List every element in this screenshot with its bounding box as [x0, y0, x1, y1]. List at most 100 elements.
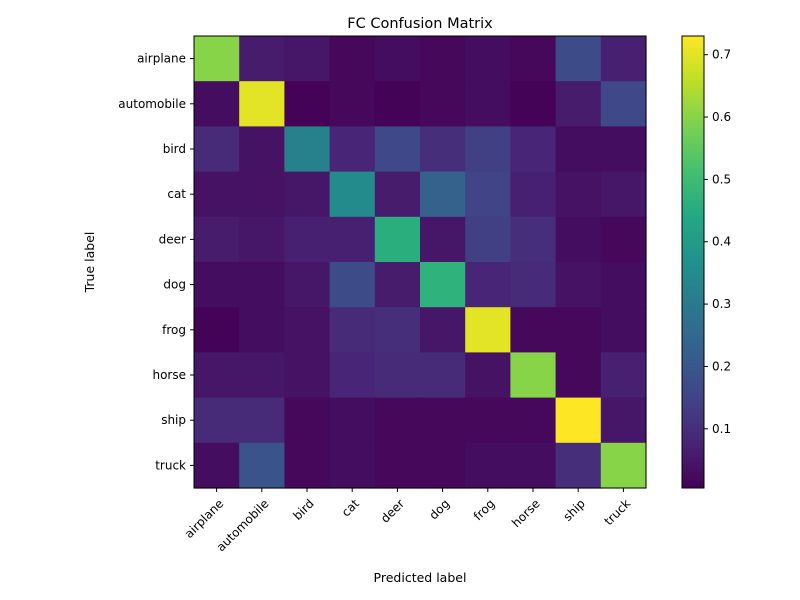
colorbar-tick-label: 0.7	[712, 48, 731, 62]
y-tick-label: horse	[152, 368, 186, 382]
x-axis-label: Predicted label	[374, 570, 467, 585]
heatmap-cell-truck-bird	[284, 442, 331, 489]
heatmap-cell-automobile-horse	[510, 81, 557, 127]
heatmap-cell-frog-dog	[420, 307, 466, 353]
x-tick-label: cat	[339, 496, 362, 519]
heatmap-cell-dog-deer	[374, 262, 421, 308]
x-tick-label: truck	[601, 496, 633, 528]
heatmap-cell-cat-cat	[329, 171, 376, 218]
heatmap-cell-bird-cat	[329, 126, 376, 173]
heatmap-cell-airplane-frog	[465, 36, 511, 82]
heatmap-cell-airplane-horse	[510, 36, 557, 82]
heatmap-cell-deer-airplane	[194, 216, 240, 263]
heatmap-cell-automobile-airplane	[194, 81, 240, 127]
y-tick-label: bird	[163, 142, 186, 156]
heatmap-cell-truck-frog	[465, 442, 511, 489]
heatmap-cell-ship-automobile	[239, 397, 285, 444]
y-tick-label: dog	[163, 278, 186, 292]
heatmap-cell-deer-horse	[510, 216, 557, 263]
heatmap-cell-ship-ship	[555, 397, 602, 444]
heatmap-cell-truck-airplane	[194, 442, 240, 489]
heatmap-cell-truck-horse	[510, 442, 557, 489]
heatmap-cell-automobile-frog	[465, 81, 511, 127]
heatmap-cell-airplane-truck	[600, 36, 647, 82]
heatmap-cells	[194, 36, 647, 489]
heatmap-cell-automobile-truck	[600, 81, 647, 127]
heatmap-cell-deer-truck	[600, 216, 647, 263]
heatmap-cell-automobile-cat	[329, 81, 376, 127]
heatmap-cell-dog-ship	[555, 262, 602, 308]
heatmap-cell-airplane-deer	[374, 36, 421, 82]
colorbar-ticks: 0.1 0.2 0.3 0.4 0.5 0.6 0.7	[704, 48, 731, 436]
heatmap-cell-dog-automobile	[239, 262, 285, 308]
heatmap-cell-ship-deer	[374, 397, 421, 444]
heatmap-cell-automobile-ship	[555, 81, 602, 127]
heatmap-cell-frog-frog	[465, 307, 511, 353]
x-tick-label: airplane	[182, 496, 226, 540]
colorbar-tick-label: 0.2	[712, 359, 731, 373]
colorbar	[681, 35, 705, 489]
heatmap-cell-airplane-ship	[555, 36, 602, 82]
heatmap-cell-horse-cat	[329, 352, 376, 399]
colorbar-tick-label: 0.3	[712, 297, 731, 311]
heatmap-cell-cat-dog	[420, 171, 466, 218]
plot-frame	[193, 35, 647, 489]
heatmap-cell-deer-ship	[555, 216, 602, 263]
heatmap-cell-truck-dog	[420, 442, 466, 489]
heatmap-cell-horse-dog	[420, 352, 466, 399]
heatmap-cell-frog-deer	[374, 307, 421, 353]
heatmap-cell-bird-bird	[284, 126, 331, 173]
x-tick-label: frog	[471, 496, 498, 523]
colorbar-tick-label: 0.6	[712, 110, 731, 124]
heatmap-cell-bird-airplane	[194, 126, 240, 173]
x-tick-label: ship	[561, 496, 588, 523]
x-tick-label: bird	[290, 496, 316, 522]
heatmap-cell-frog-cat	[329, 307, 376, 353]
x-tick-label: deer	[378, 496, 407, 525]
heatmap-cell-cat-truck	[600, 171, 647, 218]
heatmap-cell-automobile-dog	[420, 81, 466, 127]
heatmap-cell-ship-dog	[420, 397, 466, 444]
heatmap-cell-bird-automobile	[239, 126, 285, 173]
heatmap-cell-ship-horse	[510, 397, 557, 444]
heatmap-cell-bird-dog	[420, 126, 466, 173]
heatmap-cell-truck-deer	[374, 442, 421, 489]
heatmap-cell-dog-dog	[420, 262, 466, 308]
heatmap-cell-frog-automobile	[239, 307, 285, 353]
heatmap-cell-deer-bird	[284, 216, 331, 263]
heatmap-cell-frog-truck	[600, 307, 647, 353]
heatmap-cell-truck-truck	[600, 442, 647, 489]
colorbar-tick-label: 0.4	[712, 235, 731, 249]
heatmap-cell-ship-airplane	[194, 397, 240, 444]
heatmap-cell-dog-truck	[600, 262, 647, 308]
heatmap-cell-dog-bird	[284, 262, 331, 308]
heatmap-cell-airplane-dog	[420, 36, 466, 82]
heatmap-cell-ship-bird	[284, 397, 331, 444]
colorbar-tick-label: 0.5	[712, 172, 731, 186]
heatmap-cell-automobile-deer	[374, 81, 421, 127]
heatmap-cell-bird-horse	[510, 126, 557, 173]
heatmap-cell-horse-bird	[284, 352, 331, 399]
y-tick-label: deer	[159, 232, 186, 246]
heatmap-cell-cat-frog	[465, 171, 511, 218]
heatmap-cell-airplane-bird	[284, 36, 331, 82]
heatmap-cell-ship-cat	[329, 397, 376, 444]
heatmap-cell-horse-frog	[465, 352, 511, 399]
heatmap-cell-frog-bird	[284, 307, 331, 353]
heatmap-cell-ship-truck	[600, 397, 647, 444]
heatmap-cell-horse-horse	[510, 352, 557, 399]
heatmap-cell-ship-frog	[465, 397, 511, 444]
heatmap-cell-airplane-automobile	[239, 36, 285, 82]
heatmap-cell-horse-ship	[555, 352, 602, 399]
y-tick-label: cat	[167, 187, 186, 201]
heatmap-cell-bird-frog	[465, 126, 511, 173]
y-tick-label: automobile	[118, 97, 186, 111]
heatmap-cell-dog-cat	[329, 262, 376, 308]
heatmap-cell-deer-dog	[420, 216, 466, 263]
heatmap-cell-dog-frog	[465, 262, 511, 308]
heatmap-cell-cat-deer	[374, 171, 421, 218]
heatmap-cell-truck-cat	[329, 442, 376, 489]
heatmap-cell-deer-automobile	[239, 216, 285, 263]
